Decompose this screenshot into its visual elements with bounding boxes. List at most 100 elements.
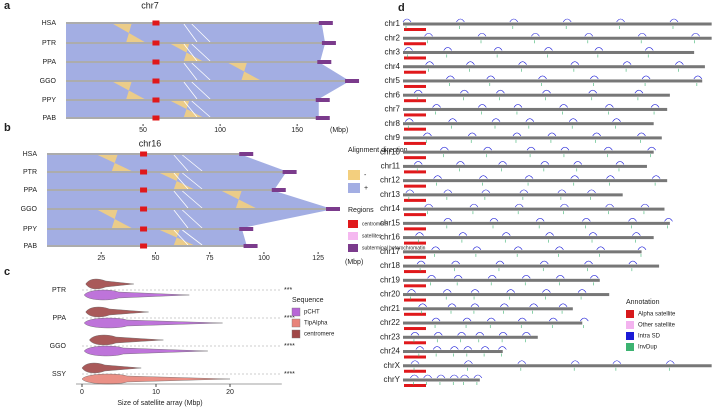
sd-arc (513, 246, 523, 251)
sd-arc (524, 175, 534, 179)
legend-label: subterminal heterochromatin (362, 245, 426, 251)
sd-arc (592, 132, 601, 137)
panel-letter: a (4, 0, 11, 12)
sd-arc (498, 331, 508, 336)
legend-swatch (626, 343, 634, 351)
sd-arc (606, 175, 615, 179)
chart-title: chr7 (141, 0, 159, 10)
sd-arc (469, 203, 479, 208)
chromosome-bar (403, 293, 610, 297)
centromere (140, 187, 148, 193)
sd-arc (433, 175, 442, 179)
legend-title: Sequence (292, 297, 324, 304)
chromosome-label: chr9 (384, 133, 400, 142)
chromosome-label: chr3 (384, 48, 400, 57)
sd-arc (513, 104, 523, 108)
sd-arc (512, 132, 522, 137)
legend-label: TipAlpha (304, 321, 328, 327)
white-links (183, 62, 211, 81)
chromosome-label: chr4 (384, 62, 400, 71)
chromosome-bar (403, 179, 668, 183)
species-label: PAB (43, 115, 57, 122)
sd-arc (458, 232, 468, 236)
sd-arc (637, 246, 647, 251)
x-tick-label: 10 (152, 389, 160, 396)
sd-arc (472, 246, 482, 251)
heterochromatin (271, 188, 286, 192)
sd-arc (460, 89, 469, 94)
white-links (173, 154, 203, 172)
sd-arc (628, 260, 638, 265)
centromere (152, 20, 160, 26)
sd-arc (449, 374, 459, 379)
centromere (152, 115, 160, 121)
sd-arc (525, 118, 535, 122)
chromosome-label: chr11 (381, 162, 401, 171)
chromosome-label: chr13 (380, 190, 401, 199)
species-label: PTR (42, 40, 56, 47)
sd-arc (588, 89, 597, 94)
alpha-satellite (404, 298, 426, 302)
heterochromatin (239, 152, 254, 156)
species-label: PTR (23, 169, 37, 176)
sd-arc (462, 317, 472, 322)
sd-arc (415, 346, 425, 350)
sd-arc (584, 32, 594, 37)
legend-label: InvDup (638, 345, 658, 351)
sd-arc (588, 232, 598, 236)
sd-arc (453, 275, 463, 279)
legend-label: centromere (304, 332, 335, 338)
violin (81, 373, 231, 385)
sd-arc (423, 374, 432, 379)
chromosome-bar (403, 93, 670, 97)
violin (85, 306, 149, 318)
alpha-satellite (404, 184, 426, 188)
alpha-satellite (404, 384, 426, 387)
sd-arc (529, 303, 538, 307)
chromosome-label: chr10 (380, 147, 401, 156)
sd-arc (522, 275, 531, 279)
legend-swatch (348, 220, 358, 228)
centromere (152, 59, 160, 65)
x-tick-label: 20 (226, 389, 234, 396)
white-links (183, 100, 211, 118)
sd-arc (580, 317, 589, 322)
panel-letter: b (4, 122, 11, 134)
violin (83, 289, 190, 301)
centromere (140, 151, 148, 157)
sd-arc (556, 275, 565, 279)
inversion-ribbon (113, 24, 145, 42)
chromosome-label: chr14 (380, 204, 401, 213)
sd-arc (542, 289, 551, 293)
sd-arc (632, 232, 641, 236)
sd-arc (443, 218, 453, 222)
centromere (140, 226, 148, 232)
sd-arc (486, 75, 496, 80)
sd-arc (522, 331, 531, 336)
sd-arc (584, 260, 593, 265)
sd-arc (693, 75, 703, 80)
significance: **** (284, 343, 295, 350)
legend-title: Alignment direction (348, 147, 408, 154)
inversion-ribbon (159, 173, 194, 189)
sd-arc (423, 132, 432, 137)
x-tick-label: 100 (214, 127, 226, 134)
alpha-satellite (404, 56, 426, 60)
inversion-ribbon (159, 230, 194, 245)
sd-arc (467, 132, 477, 137)
inversion-ribbon (170, 101, 203, 117)
sd-arc (410, 331, 420, 336)
chromosome-label: chr17 (380, 247, 401, 256)
sd-arc (442, 289, 452, 293)
sd-arc (559, 104, 568, 108)
chromosome-label: chr1 (384, 19, 400, 28)
sd-arc (487, 317, 496, 322)
species-label: GGO (21, 206, 38, 213)
alpha-satellite (404, 255, 426, 259)
sd-arc (570, 360, 580, 364)
panel-letter: d (398, 2, 405, 14)
white-links (183, 43, 211, 62)
sd-arc (450, 346, 459, 350)
sd-arc (691, 32, 700, 37)
white-links (173, 172, 203, 190)
